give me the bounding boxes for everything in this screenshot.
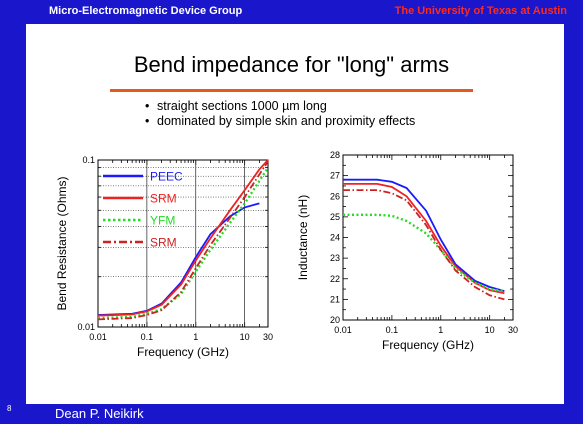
y-tick-label: 22 (330, 274, 340, 284)
bullet-dot-icon: • (145, 114, 150, 128)
series-line-yfm (97, 166, 270, 320)
x-axis-label: Frequency (GHz) (382, 338, 474, 352)
title-underline (110, 89, 473, 92)
left-frame-band (0, 0, 26, 424)
slide-title: Bend impedance for "long" arms (133, 52, 450, 77)
y-axis-label: Bend Resistance (Ohms) (55, 176, 69, 310)
legend-label: SRM (150, 236, 177, 250)
x-tick-label: 10 (240, 332, 250, 342)
x-tick-label: 0.1 (386, 325, 399, 335)
series-line-srm (343, 189, 505, 301)
series-line-srm (97, 159, 269, 317)
y-tick-label: 25 (330, 212, 340, 222)
series-line-srm (97, 161, 269, 321)
right-frame-band (564, 0, 583, 424)
group-name: Micro-Electromagnetic Device Group (49, 5, 243, 17)
bend-resistance-chart: 0.01 0.1 1 10 30 0.01 0.1 Frequency (GHz) Bend R… (55, 155, 273, 359)
x-tick-label: 30 (508, 325, 518, 335)
x-tick-label: 0.1 (141, 332, 154, 342)
author-name: Dean P. Neikirk (55, 406, 144, 421)
bullet-text: dominated by simple skin and proximity e… (157, 114, 416, 128)
series-line-peec (97, 202, 260, 316)
y-tick-label: 20 (330, 315, 340, 325)
y-tick-label: 23 (330, 253, 340, 263)
x-tick-label: 30 (263, 332, 273, 342)
series-line-yfm (343, 213, 505, 293)
x-tick-label: 0.01 (89, 332, 107, 342)
y-tick-label: 0.01 (77, 322, 95, 332)
y-axis-label: Inductance (nH) (296, 195, 310, 280)
series-line-srm (343, 183, 505, 295)
x-tick-label: 1 (193, 332, 198, 342)
bullet-text: straight sections 1000 µm long (157, 99, 327, 113)
y-tick-label: 21 (330, 294, 340, 304)
bullet-dot-icon: • (145, 99, 150, 113)
y-tick-label: 26 (330, 191, 340, 201)
legend-label: SRM (150, 192, 177, 206)
y-tick-label: 27 (330, 171, 340, 181)
university-name: The University of Texas at Austin (394, 5, 567, 17)
x-tick-label: 0.01 (334, 325, 352, 335)
bullet-list: • straight sections 1000 µm long • domin… (145, 99, 447, 129)
y-tick-label: 28 (330, 150, 340, 160)
y-tick-label: 24 (330, 233, 340, 243)
x-tick-label: 10 (485, 325, 495, 335)
header-band (0, 0, 583, 24)
legend-label: YFM (150, 214, 175, 228)
y-tick-label: 0.1 (82, 155, 95, 165)
x-axis-label: Frequency (GHz) (137, 345, 229, 359)
legend-label: PEEC (150, 170, 183, 184)
series-line-peec (343, 178, 505, 292)
bullet-item: • dominated by simple skin and proximity… (145, 114, 447, 129)
plot-frame (97, 159, 269, 328)
inductance-chart: 0.01 0.1 1 10 30 20 21 22 23 24 25 26 27 28 Frequency … (296, 150, 518, 352)
page-number: 8 (7, 404, 12, 413)
slide-content-area (26, 24, 564, 404)
bullet-item: • straight sections 1000 µm long (145, 99, 447, 114)
x-tick-label: 1 (438, 325, 443, 335)
